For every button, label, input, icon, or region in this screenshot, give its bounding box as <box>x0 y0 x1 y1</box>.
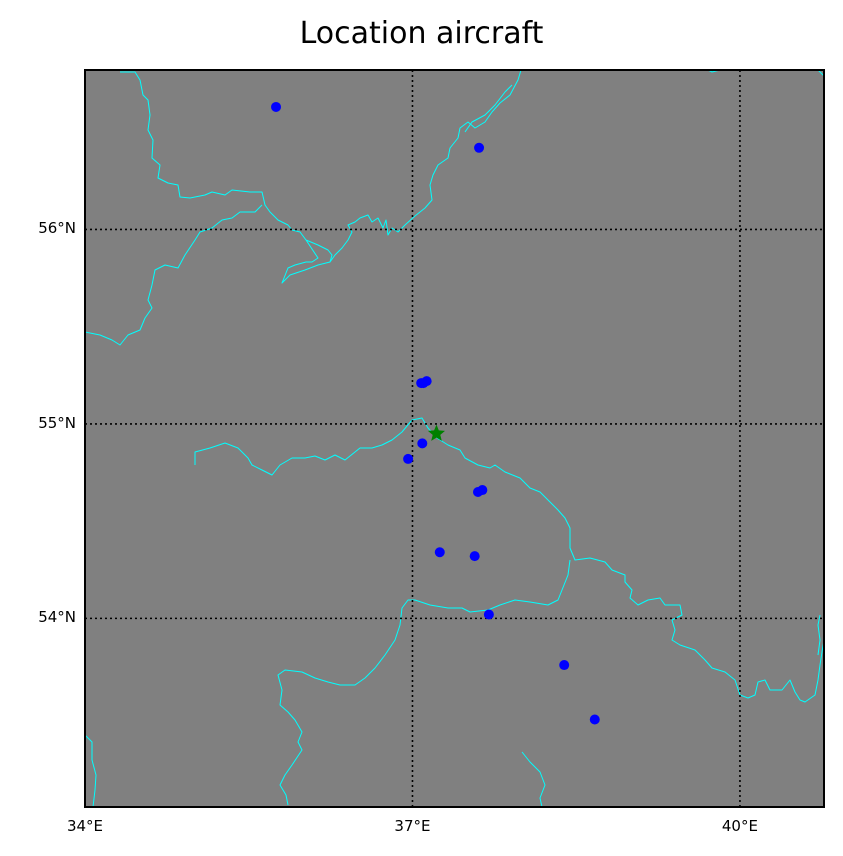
lat-tick-label: 54°N <box>38 608 76 627</box>
border-line <box>464 84 513 133</box>
border-line <box>277 559 571 806</box>
reference-star-marker <box>427 424 445 441</box>
aircraft-point <box>483 609 494 620</box>
border-line <box>120 71 333 284</box>
lat-tick-label: 55°N <box>38 413 76 432</box>
aircraft-point <box>403 453 414 464</box>
aircraft-point <box>477 485 488 496</box>
map-title: Location aircraft <box>299 16 544 51</box>
aircraft-point <box>474 142 485 153</box>
aircraft-point <box>418 378 429 389</box>
aircraft-point <box>559 660 570 671</box>
map-frame <box>84 69 825 808</box>
border-line <box>84 204 263 346</box>
map-background <box>85 70 824 807</box>
aircraft-points <box>271 101 600 725</box>
aircraft-point <box>271 101 282 112</box>
border-line <box>329 69 522 263</box>
lon-tick-label: 40°E <box>721 817 758 835</box>
grid-lines <box>85 70 824 807</box>
lon-tick-label: 37°E <box>394 817 431 835</box>
aircraft-point <box>417 438 428 449</box>
border-line <box>521 751 546 808</box>
aircraft-point <box>589 714 600 725</box>
border-line <box>84 734 97 808</box>
border-line <box>817 614 821 656</box>
border-line <box>194 417 825 703</box>
lon-tick-label: 34°E <box>66 817 104 835</box>
lat-tick-label: 56°N <box>38 219 76 238</box>
aircraft-point <box>469 551 480 562</box>
reference-marker <box>427 424 445 441</box>
region-borders <box>84 69 825 808</box>
aircraft-point <box>434 547 445 558</box>
